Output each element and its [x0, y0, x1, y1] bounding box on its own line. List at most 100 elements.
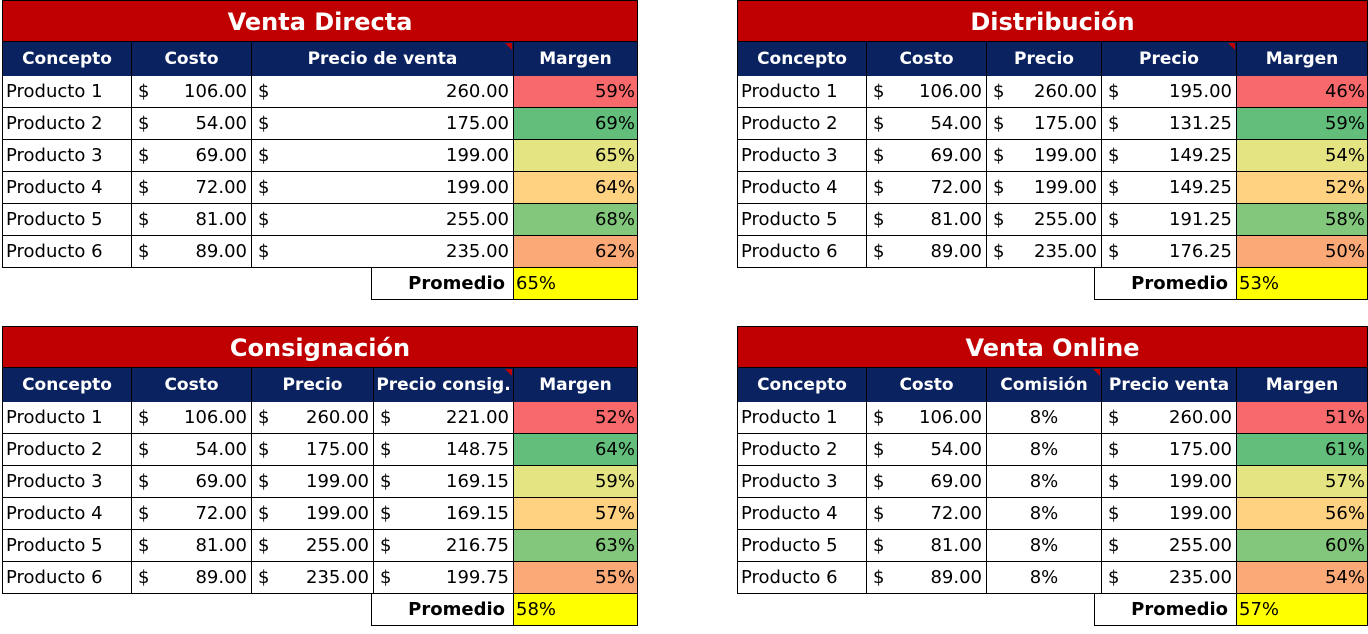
cell-concepto[interactable]: Producto 2 — [737, 108, 867, 140]
column-header[interactable]: Costo — [132, 368, 252, 402]
cell-costo[interactable]: $81.00 — [867, 530, 987, 562]
cell-concepto[interactable]: Producto 5 — [2, 204, 132, 236]
average-value[interactable]: 57% — [1237, 594, 1368, 626]
cell-precio[interactable]: $260.00 — [987, 76, 1102, 108]
cell-extra[interactable]: $216.75 — [374, 530, 514, 562]
cell-costo[interactable]: $106.00 — [132, 402, 252, 434]
cell-costo[interactable]: $106.00 — [867, 402, 987, 434]
cell-margen[interactable]: 69% — [514, 108, 638, 140]
cell-concepto[interactable]: Producto 3 — [737, 140, 867, 172]
cell-costo[interactable]: $72.00 — [132, 498, 252, 530]
cell-concepto[interactable]: Producto 6 — [2, 562, 132, 594]
cell-extra[interactable]: $260.00 — [1102, 402, 1237, 434]
cell-concepto[interactable]: Producto 1 — [2, 402, 132, 434]
cell-margen[interactable]: 64% — [514, 434, 638, 466]
cell-precio[interactable]: 8% — [987, 434, 1102, 466]
cell-extra[interactable]: $199.75 — [374, 562, 514, 594]
cell-precio[interactable]: 8% — [987, 402, 1102, 434]
column-header[interactable]: Precio de venta — [252, 42, 514, 76]
cell-costo[interactable]: $72.00 — [867, 498, 987, 530]
cell-precio[interactable]: $255.00 — [252, 204, 514, 236]
cell-margen[interactable]: 51% — [1237, 402, 1368, 434]
cell-extra[interactable]: $199.00 — [1102, 498, 1237, 530]
cell-concepto[interactable]: Producto 5 — [2, 530, 132, 562]
cell-precio[interactable]: $199.00 — [987, 140, 1102, 172]
cell-precio[interactable]: $235.00 — [987, 236, 1102, 268]
column-header[interactable]: Margen — [1237, 368, 1368, 402]
cell-extra[interactable]: $149.25 — [1102, 140, 1237, 172]
cell-concepto[interactable]: Producto 4 — [737, 498, 867, 530]
cell-precio[interactable]: $199.00 — [252, 498, 374, 530]
column-header[interactable]: Costo — [132, 42, 252, 76]
cell-extra[interactable]: $191.25 — [1102, 204, 1237, 236]
column-header[interactable]: Concepto — [737, 368, 867, 402]
column-header[interactable]: Margen — [514, 368, 638, 402]
column-header[interactable]: Precio venta — [1102, 368, 1237, 402]
cell-extra[interactable]: $176.25 — [1102, 236, 1237, 268]
cell-extra[interactable]: $149.25 — [1102, 172, 1237, 204]
column-header[interactable]: Costo — [867, 368, 987, 402]
cell-margen[interactable]: 60% — [1237, 530, 1368, 562]
cell-costo[interactable]: $72.00 — [867, 172, 987, 204]
cell-costo[interactable]: $81.00 — [132, 204, 252, 236]
cell-concepto[interactable]: Producto 1 — [737, 76, 867, 108]
cell-margen[interactable]: 55% — [514, 562, 638, 594]
cell-precio[interactable]: $235.00 — [252, 236, 514, 268]
cell-costo[interactable]: $69.00 — [867, 140, 987, 172]
cell-concepto[interactable]: Producto 5 — [737, 530, 867, 562]
cell-costo[interactable]: $89.00 — [132, 562, 252, 594]
cell-costo[interactable]: $89.00 — [132, 236, 252, 268]
cell-margen[interactable]: 52% — [1237, 172, 1368, 204]
cell-margen[interactable]: 61% — [1237, 434, 1368, 466]
cell-margen[interactable]: 57% — [1237, 466, 1368, 498]
cell-concepto[interactable]: Producto 6 — [737, 562, 867, 594]
cell-precio[interactable]: $255.00 — [252, 530, 374, 562]
cell-precio[interactable]: $175.00 — [252, 434, 374, 466]
cell-costo[interactable]: $69.00 — [132, 140, 252, 172]
cell-costo[interactable]: $89.00 — [867, 562, 987, 594]
cell-extra[interactable]: $255.00 — [1102, 530, 1237, 562]
cell-margen[interactable]: 46% — [1237, 76, 1368, 108]
cell-precio[interactable]: $235.00 — [252, 562, 374, 594]
cell-precio[interactable]: 8% — [987, 466, 1102, 498]
cell-concepto[interactable]: Producto 6 — [737, 236, 867, 268]
column-header[interactable]: Margen — [1237, 42, 1368, 76]
cell-extra[interactable]: $169.15 — [374, 466, 514, 498]
cell-precio[interactable]: 8% — [987, 562, 1102, 594]
cell-margen[interactable]: 57% — [514, 498, 638, 530]
cell-costo[interactable]: $81.00 — [867, 204, 987, 236]
cell-extra[interactable]: $148.75 — [374, 434, 514, 466]
cell-costo[interactable]: $69.00 — [132, 466, 252, 498]
cell-extra[interactable]: $199.00 — [1102, 466, 1237, 498]
cell-precio[interactable]: $260.00 — [252, 402, 374, 434]
cell-margen[interactable]: 54% — [1237, 562, 1368, 594]
cell-margen[interactable]: 54% — [1237, 140, 1368, 172]
cell-precio[interactable]: 8% — [987, 498, 1102, 530]
cell-precio[interactable]: $199.00 — [252, 172, 514, 204]
column-header[interactable]: Concepto — [737, 42, 867, 76]
column-header[interactable]: Comisión — [987, 368, 1102, 402]
column-header[interactable]: Precio — [987, 42, 1102, 76]
cell-costo[interactable]: $72.00 — [132, 172, 252, 204]
cell-concepto[interactable]: Producto 2 — [2, 108, 132, 140]
cell-precio[interactable]: $199.00 — [252, 140, 514, 172]
column-header[interactable]: Precio — [252, 368, 374, 402]
average-value[interactable]: 65% — [514, 268, 638, 300]
cell-precio[interactable]: 8% — [987, 530, 1102, 562]
cell-precio[interactable]: $255.00 — [987, 204, 1102, 236]
cell-margen[interactable]: 59% — [514, 466, 638, 498]
column-header[interactable]: Precio consig. — [374, 368, 514, 402]
cell-margen[interactable]: 58% — [1237, 204, 1368, 236]
cell-costo[interactable]: $69.00 — [867, 466, 987, 498]
cell-precio[interactable]: $199.00 — [252, 466, 374, 498]
cell-precio[interactable]: $175.00 — [252, 108, 514, 140]
cell-costo[interactable]: $106.00 — [132, 76, 252, 108]
cell-concepto[interactable]: Producto 3 — [2, 140, 132, 172]
cell-precio[interactable]: $175.00 — [987, 108, 1102, 140]
column-header[interactable]: Costo — [867, 42, 987, 76]
cell-costo[interactable]: $54.00 — [867, 434, 987, 466]
cell-concepto[interactable]: Producto 4 — [737, 172, 867, 204]
column-header[interactable]: Concepto — [2, 42, 132, 76]
cell-extra[interactable]: $195.00 — [1102, 76, 1237, 108]
cell-margen[interactable]: 64% — [514, 172, 638, 204]
